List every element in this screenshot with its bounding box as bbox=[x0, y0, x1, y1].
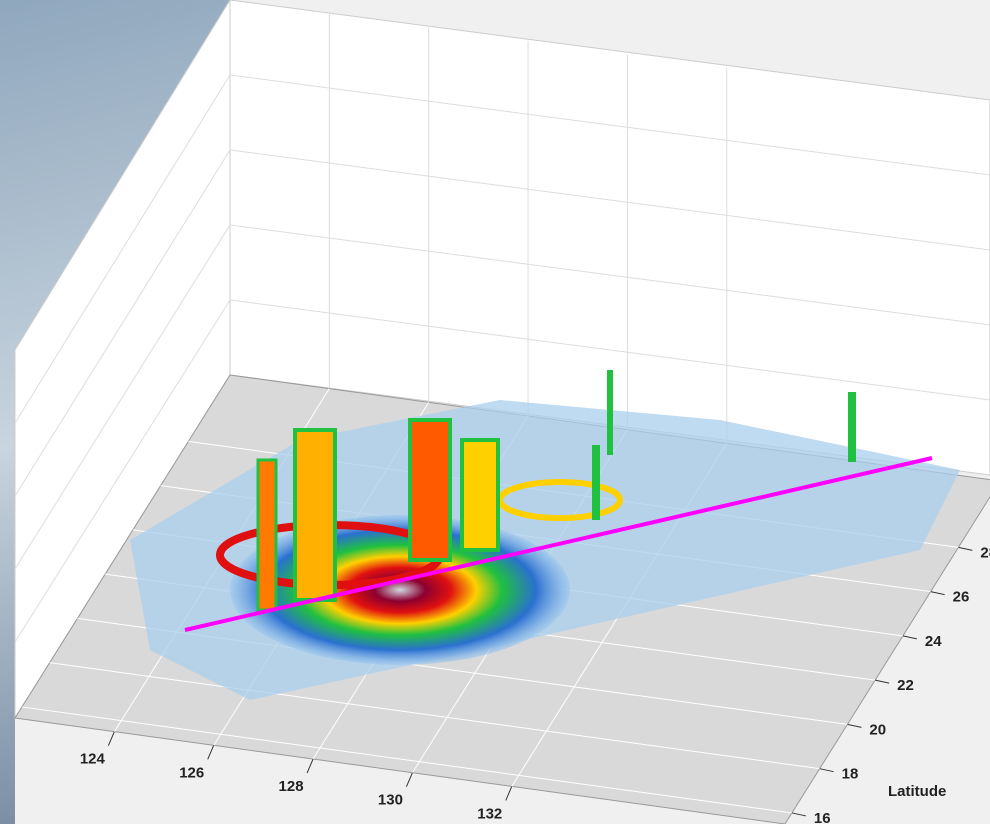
y-tick-label: 22 bbox=[897, 677, 914, 694]
storm-core bbox=[230, 515, 570, 665]
y-tick-label: 24 bbox=[925, 633, 942, 650]
reflectivity-column bbox=[592, 445, 600, 520]
reflectivity-column bbox=[848, 392, 856, 462]
reflectivity-column bbox=[295, 430, 335, 600]
x-tick-label: 128 bbox=[279, 778, 304, 795]
reflectivity-column bbox=[462, 440, 498, 550]
y-tick-label: 26 bbox=[953, 589, 970, 606]
reflectivity-column bbox=[258, 460, 276, 610]
reflectivity-column bbox=[410, 420, 450, 560]
x-tick-label: 130 bbox=[378, 792, 403, 809]
reflectivity-column bbox=[607, 370, 613, 455]
y-tick-label: 28 bbox=[980, 544, 990, 561]
chart: 124 126 128 130 132 16 18 20 22 24 26 28 Latitude bbox=[0, 0, 990, 824]
page: 12412612813013216182022242628 Latitude (… bbox=[0, 0, 990, 824]
x-tick-label: 132 bbox=[477, 805, 502, 822]
y-tick-label: 20 bbox=[869, 721, 886, 738]
y-tick-label: 16 bbox=[814, 810, 831, 824]
x-tick-label: 126 bbox=[179, 764, 204, 781]
y-axis-label: Latitude bbox=[888, 783, 946, 800]
x-tick-label: 124 bbox=[80, 751, 106, 768]
y-tick-label: 18 bbox=[842, 766, 859, 783]
